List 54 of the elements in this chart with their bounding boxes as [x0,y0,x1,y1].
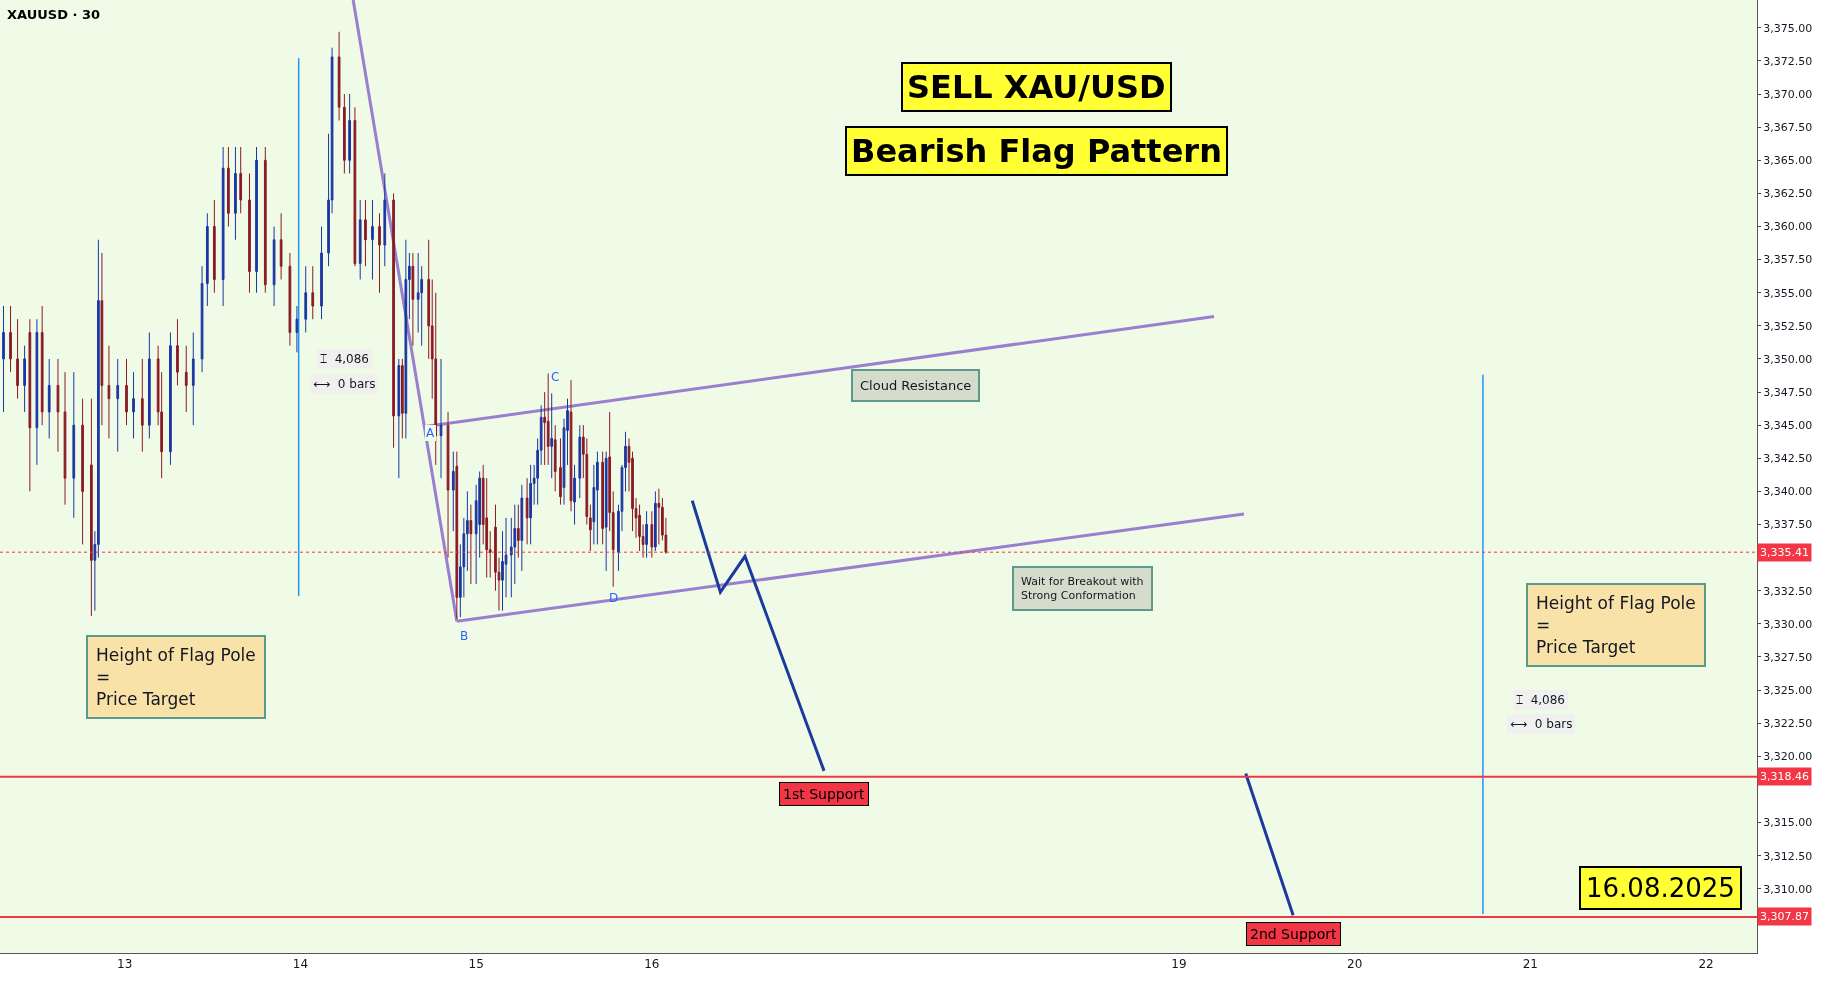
x-tick-label: 21 [1522,957,1538,972]
y-tick-label: 3,342.50 [1763,452,1813,466]
x-tick-label: 19 [1171,957,1187,972]
x-tick-label: 15 [468,957,484,972]
annotation: XAUUSD · 30 [7,7,101,22]
annotation: ⌶ 4,086 [1516,693,1565,707]
text: Bearish Flag Pattern [851,132,1222,170]
annotation: 16.08.2025 [1586,873,1735,903]
text: SELL XAU/USD [907,68,1166,106]
annotation: B [460,629,469,643]
y-tick-label: 3,345.00 [1763,419,1813,433]
y-tick-label: 3,347.50 [1763,385,1813,399]
y-tick-label: 3,370.00 [1763,87,1813,101]
annotation: C [551,370,560,384]
y-tick-label: 3,372.50 [1763,54,1813,68]
annotation: Cloud Resistance [860,378,972,393]
y-tick-label: 3,360.00 [1763,220,1813,234]
y-tick-label: 3,320.00 [1763,750,1813,764]
annotation: A [426,426,435,440]
y-tick-label: 3,337.50 [1763,518,1813,532]
annotation: 1st Support [783,786,865,802]
y-tick-label: 3,350.00 [1763,352,1813,366]
annotation: Height of Flag Pole = Price Target [96,645,256,710]
y-tick-label: 3,357.50 [1763,253,1813,267]
y-tick-label: 3,322.50 [1763,717,1813,731]
x-tick-label: 20 [1347,957,1363,972]
annotation: 2nd Support [1250,926,1337,942]
y-tick-label: 3,367.50 [1763,121,1813,134]
x-tick-label: 14 [292,957,309,972]
y-tick-label: 3,355.00 [1763,286,1813,300]
ref-line-label: 3,318.46 [1760,770,1809,783]
annotation: ⌶ 4,086 [320,352,369,366]
y-tick-label: 3,330.00 [1763,617,1813,631]
y-tick-label: 3,332.50 [1763,584,1813,598]
y-tick-label: 3,325.00 [1763,683,1813,697]
annotation: Wait for Breakout with Strong Conformation [1021,575,1144,603]
y-tick-label: 3,312.50 [1763,849,1813,863]
y-tick-label: 3,365.00 [1763,154,1813,168]
annotation: Height of Flag Pole = Price Target [1536,593,1696,658]
ref-line-label: 3,335.41 [1760,546,1809,559]
y-tick-label: 3,310.00 [1763,882,1813,896]
y-tick-label: 3,352.50 [1763,319,1813,333]
y-tick-label: 3,340.00 [1763,485,1813,499]
ref-line-label: 3,307.87 [1760,910,1809,923]
y-tick-label: 3,315.00 [1763,816,1813,830]
x-tick-label: 13 [117,957,133,972]
y-tick-label: 3,327.50 [1763,650,1813,664]
x-tick-label: 22 [1698,957,1714,972]
y-tick-label: 3,362.50 [1763,187,1813,201]
x-tick-label: 16 [644,957,660,972]
annotation: ⟷ 0 bars [1510,717,1573,731]
annotation: D [609,591,619,605]
y-tick-label: 3,375.00 [1763,21,1813,35]
annotation: ⟷ 0 bars [313,377,376,391]
